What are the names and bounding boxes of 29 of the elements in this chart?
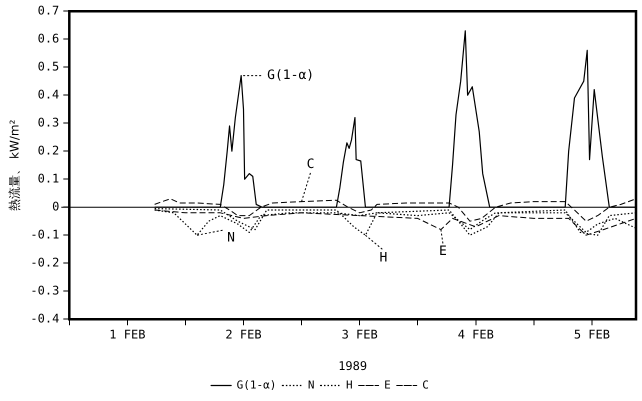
- y-tick-label: -0.3: [30, 283, 60, 298]
- legend-label: N: [308, 378, 314, 392]
- x-tick-label: 2 FEB: [225, 328, 262, 342]
- y-tick-label: 0.1: [38, 171, 60, 186]
- y-tick-label: 0.2: [38, 143, 60, 158]
- y-tick-label: 0.3: [38, 115, 60, 130]
- y-tick-label: -0.4: [30, 311, 60, 326]
- annotation: C: [306, 156, 314, 172]
- x-tick-label: 1 FEB: [109, 328, 146, 342]
- y-tick-label: 0.6: [38, 31, 60, 46]
- legend-label: G(1-α): [236, 378, 276, 392]
- x-tick-label: 3 FEB: [342, 328, 378, 342]
- y-tick-label: 0.5: [38, 59, 60, 74]
- x-tick-label: 5 FEB: [574, 328, 610, 342]
- legend-label: E: [384, 378, 391, 392]
- y-tick-label: 0.7: [38, 3, 60, 18]
- y-tick-label: -0.1: [30, 227, 60, 242]
- annotation: E: [439, 244, 447, 259]
- y-axis-title: 熱流量、 kW/m²: [7, 119, 22, 211]
- y-tick-label: -0.2: [30, 255, 60, 270]
- legend-label: C: [422, 378, 429, 392]
- annotation: N: [227, 230, 235, 246]
- y-tick-label: 0.4: [38, 87, 60, 102]
- annotation: G(1-α): [267, 68, 314, 83]
- legend-label: H: [346, 378, 353, 392]
- x-axis-title: 1989: [338, 358, 368, 373]
- y-tick-label: 0: [52, 199, 60, 214]
- x-tick-label: 4 FEB: [458, 328, 494, 342]
- annotation: H: [380, 250, 388, 266]
